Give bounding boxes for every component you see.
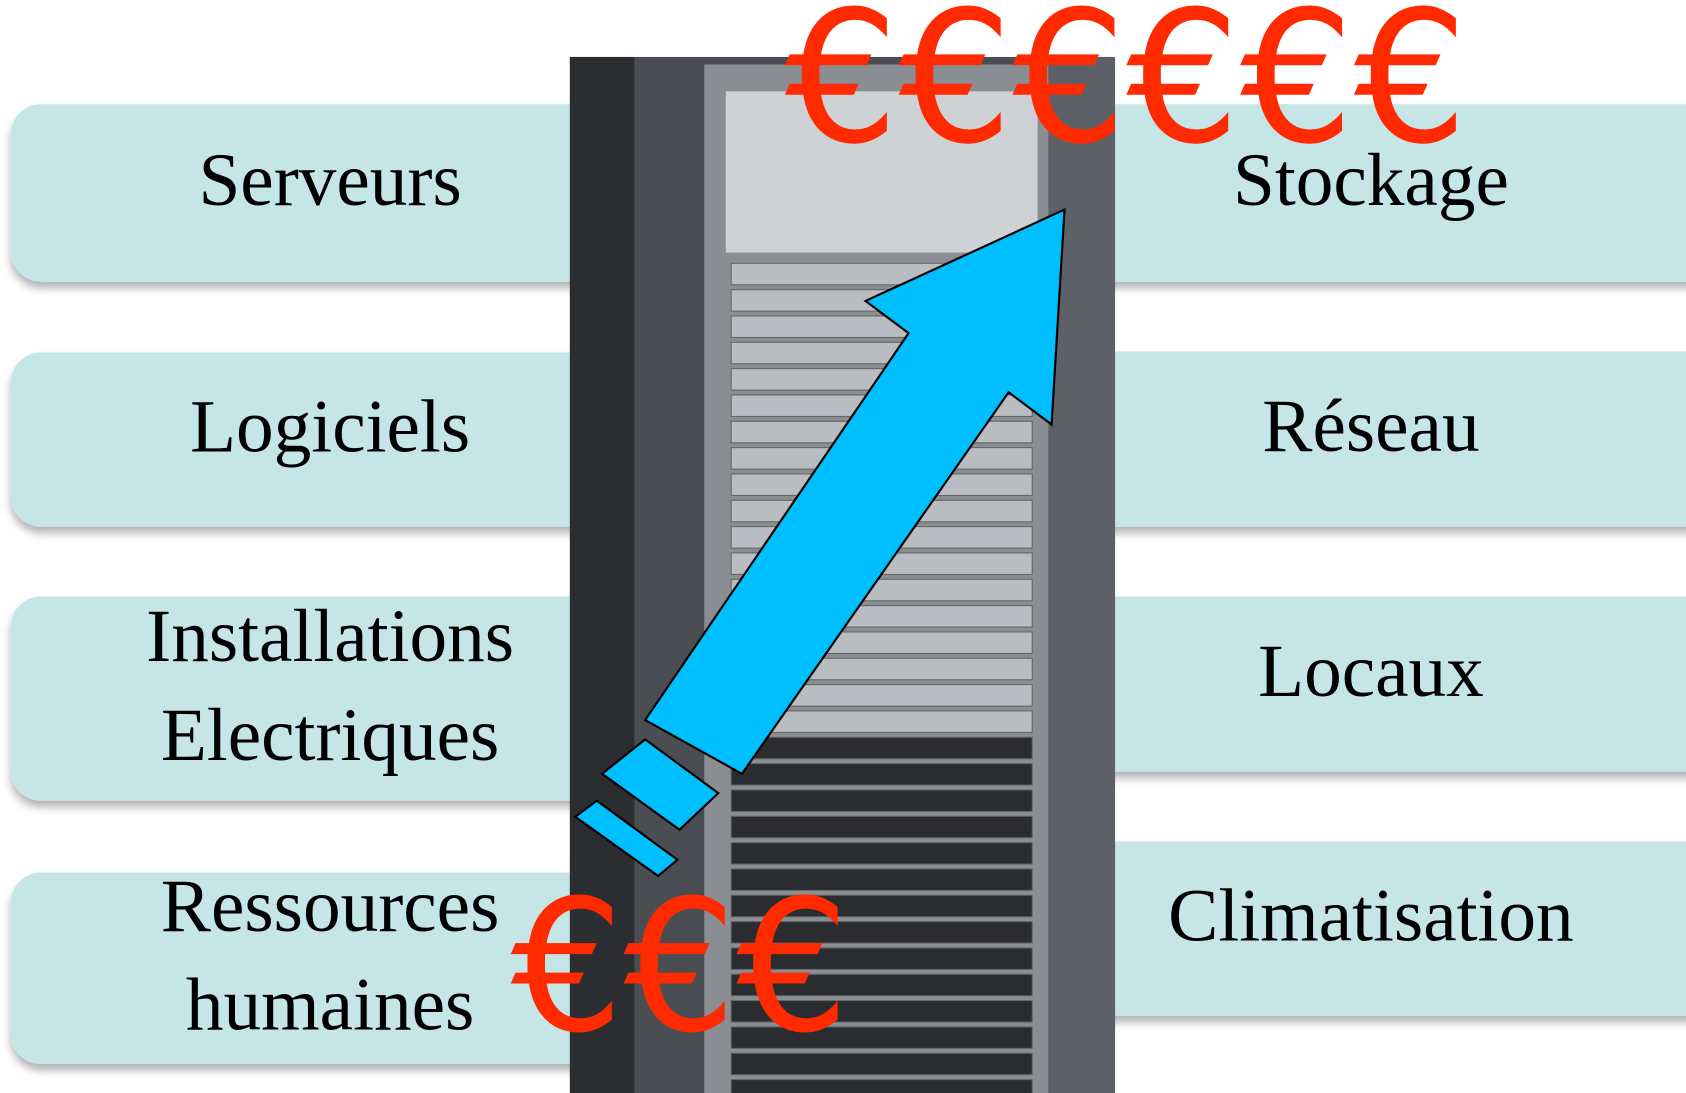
server-unit	[730, 973, 1033, 997]
server-unit	[730, 894, 1033, 918]
item-box	[10, 596, 613, 801]
item-box	[1075, 351, 1686, 527]
server-unit	[730, 921, 1033, 944]
item-box	[10, 104, 613, 282]
item-label: Réseau	[1262, 385, 1479, 468]
item-box	[1075, 841, 1686, 1016]
arrow-tail	[600, 738, 720, 832]
server-unit	[730, 868, 1033, 891]
item-label: Installations	[146, 595, 514, 678]
item-label: Stockage	[1233, 139, 1509, 222]
item-box	[10, 872, 613, 1064]
item-label: humaines	[186, 964, 474, 1047]
item-label: Ressources	[161, 865, 500, 948]
server-unit	[730, 1026, 1033, 1049]
item-box	[1075, 596, 1686, 772]
server-unit	[730, 736, 1033, 760]
server-unit	[730, 1000, 1033, 1023]
item-label: Logiciels	[190, 385, 470, 468]
arrow-tail	[573, 799, 680, 878]
item-label: Locaux	[1258, 630, 1484, 713]
arrow	[643, 207, 1066, 776]
item-label: Electriques	[161, 694, 500, 777]
server-unit	[730, 842, 1033, 865]
euro-high: €€€€€€	[785, 0, 1468, 185]
server-unit	[730, 1079, 1033, 1093]
server-unit	[730, 1052, 1033, 1076]
server-unit	[730, 947, 1033, 970]
item-box	[10, 352, 613, 527]
item-label: Serveurs	[198, 139, 461, 222]
server-unit	[730, 815, 1033, 839]
server-unit	[730, 763, 1033, 786]
server-unit	[730, 789, 1033, 812]
euro-low: €€€	[511, 861, 850, 1074]
item-label: Climatisation	[1168, 874, 1574, 957]
item-box	[1075, 104, 1686, 282]
